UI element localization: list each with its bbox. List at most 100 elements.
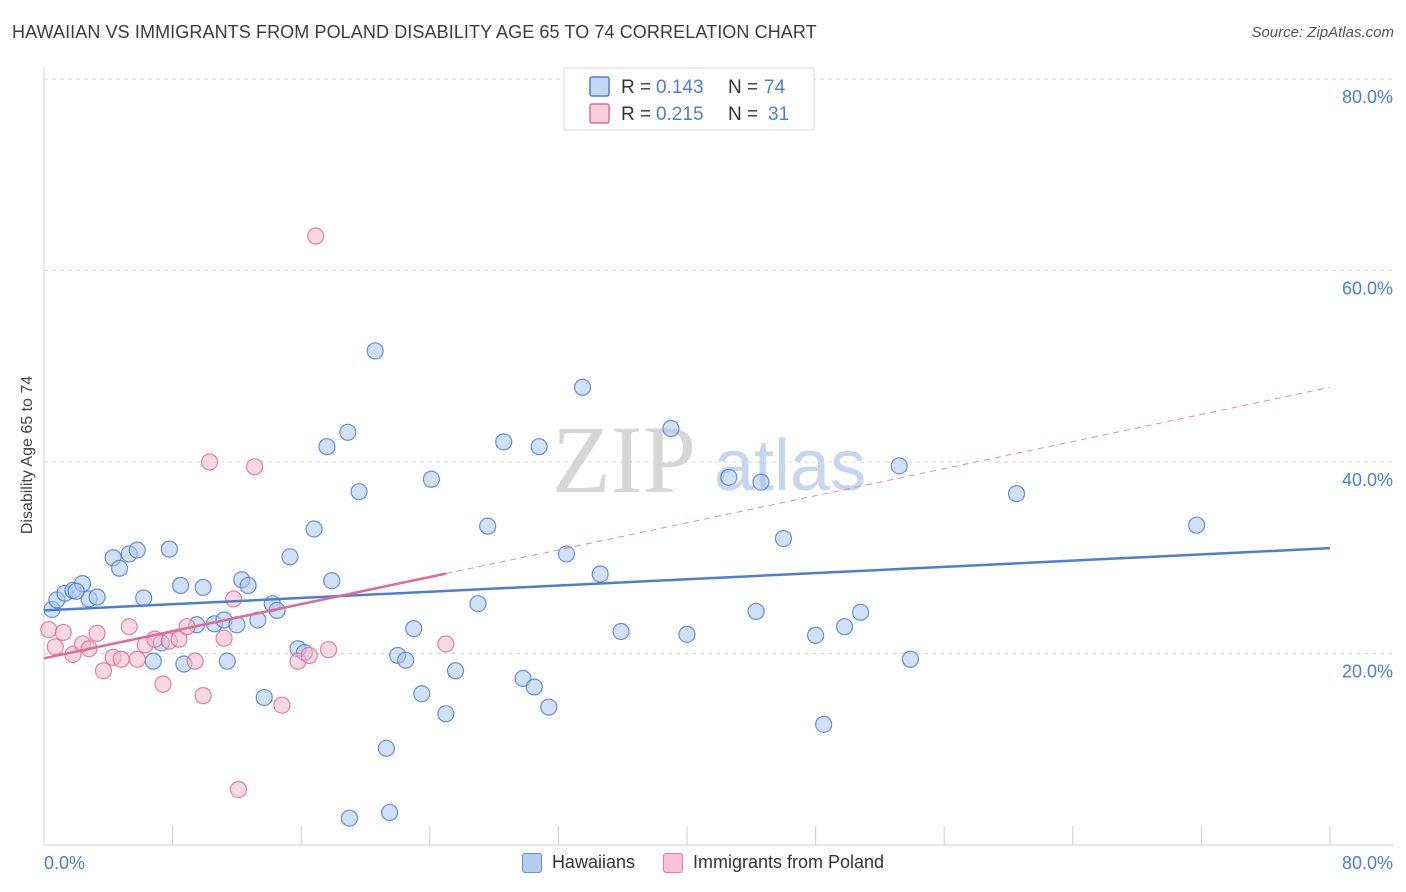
point-poland-19: [194, 687, 212, 705]
watermark: ZIP atlas: [552, 406, 866, 513]
point-hawaiians-51: [525, 678, 543, 696]
point-hawaiians-58: [662, 419, 680, 438]
point-hawaiians-44: [422, 470, 441, 488]
y-tick-label-20: 20.0%: [1342, 662, 1393, 682]
point-hawaiians-33: [318, 438, 336, 456]
chart-title: HAWAIIAN VS IMMIGRANTS FROM POLAND DISAB…: [12, 22, 817, 42]
legend-n-label-hawaiians: N =: [728, 77, 758, 98]
data-points: [40, 227, 1206, 827]
point-poland-22: [225, 590, 243, 608]
trend-line-poland-dashed: [445, 386, 1331, 575]
point-poland-10: [120, 618, 138, 636]
point-hawaiians-14: [160, 540, 178, 558]
legend-swatch-poland: [589, 103, 610, 124]
point-hawaiians-55: [573, 378, 592, 396]
x-tick-label-max: 80.0%: [1342, 853, 1393, 873]
bottom-legend-label-hawaiians: Hawaiians: [551, 852, 635, 872]
point-hawaiians-71: [1187, 516, 1206, 534]
point-poland-29: [319, 641, 338, 659]
bottom-legend-item-hawaiians[interactable]: Hawaiians: [521, 852, 635, 873]
point-poland-30: [437, 635, 455, 653]
series-poland-points: [40, 227, 455, 799]
point-poland-6: [88, 624, 106, 642]
legend: R = 0.143 N = 74 R = 0.215 N = 31: [563, 67, 815, 131]
point-hawaiians-41: [397, 651, 415, 669]
legend-r-label-hawaiians: R =: [621, 77, 651, 98]
point-hawaiians-46: [446, 662, 465, 680]
point-hawaiians-8: [110, 559, 129, 577]
x-tick-label-min: 0.0%: [44, 853, 85, 873]
bottom-legend-label-poland: Immigrants from Poland: [692, 852, 885, 872]
point-hawaiians-61: [747, 602, 765, 620]
point-hawaiians-56: [591, 565, 609, 583]
axes: [43, 67, 1393, 846]
point-hawaiians-38: [377, 739, 395, 757]
legend-r-value-hawaiians: 0.143: [656, 77, 704, 98]
point-poland-9: [112, 650, 130, 668]
point-poland-14: [154, 675, 172, 693]
grid-lines: [44, 78, 1393, 654]
legend-r-label-poland: R =: [621, 104, 651, 125]
point-hawaiians-45: [437, 705, 455, 723]
point-poland-23: [229, 780, 248, 799]
legend-n-label-poland: N =: [728, 104, 758, 125]
point-hawaiians-60: [720, 468, 738, 486]
point-hawaiians-62: [752, 473, 770, 491]
y-tick-label-60: 60.0%: [1342, 279, 1393, 299]
point-poland-20: [200, 453, 219, 471]
point-hawaiians-11: [135, 589, 153, 607]
point-hawaiians-65: [815, 715, 833, 733]
point-poland-0: [40, 620, 58, 639]
point-hawaiians-12: [144, 652, 162, 670]
point-hawaiians-36: [350, 483, 368, 501]
point-hawaiians-21: [218, 652, 236, 670]
point-hawaiians-15: [172, 576, 190, 595]
point-hawaiians-53: [540, 698, 558, 716]
point-hawaiians-10: [128, 541, 146, 559]
point-poland-18: [186, 652, 204, 670]
point-hawaiians-42: [405, 620, 423, 638]
legend-swatch-hawaiians: [589, 76, 610, 97]
point-hawaiians-35: [339, 423, 357, 441]
point-hawaiians-52: [530, 438, 548, 456]
bottom-legend-swatch-hawaiians: [521, 852, 542, 873]
point-poland-1: [46, 638, 64, 656]
point-hawaiians-26: [255, 688, 273, 707]
point-poland-21: [215, 629, 233, 647]
point-poland-24: [245, 458, 264, 476]
point-hawaiians-68: [890, 457, 908, 475]
point-hawaiians-69: [901, 650, 920, 668]
point-poland-11: [128, 650, 146, 668]
point-hawaiians-32: [305, 520, 323, 538]
point-hawaiians-39: [381, 803, 399, 822]
legend-n-value-poland: 31: [768, 104, 789, 125]
point-hawaiians-6: [88, 588, 106, 606]
y-tick-label-80: 80.0%: [1342, 87, 1393, 107]
point-hawaiians-24: [239, 576, 257, 595]
bottom-legend: Hawaiians Immigrants from Poland: [0, 852, 1406, 873]
point-hawaiians-18: [194, 578, 212, 597]
point-hawaiians-49: [495, 433, 513, 451]
point-hawaiians-72: [340, 809, 359, 827]
point-poland-28: [307, 227, 325, 245]
point-hawaiians-48: [479, 517, 497, 535]
point-poland-25: [273, 696, 291, 714]
point-poland-7: [94, 662, 113, 680]
point-hawaiians-70: [1007, 484, 1026, 503]
point-poland-2: [54, 623, 72, 642]
point-hawaiians-57: [612, 622, 630, 641]
bottom-legend-item-poland[interactable]: Immigrants from Poland: [662, 852, 885, 873]
trend-line-poland: [43, 572, 447, 660]
watermark-atlas: atlas: [714, 426, 866, 506]
trend-line-hawaiians: [43, 546, 1331, 612]
point-hawaiians-73: [67, 582, 85, 600]
point-hawaiians-59: [678, 625, 696, 643]
point-hawaiians-37: [366, 342, 384, 360]
point-hawaiians-29: [281, 548, 299, 566]
point-hawaiians-67: [852, 603, 870, 621]
point-poland-16: [170, 630, 188, 648]
point-hawaiians-64: [806, 626, 825, 644]
point-hawaiians-63: [774, 529, 793, 548]
point-hawaiians-47: [469, 595, 487, 613]
